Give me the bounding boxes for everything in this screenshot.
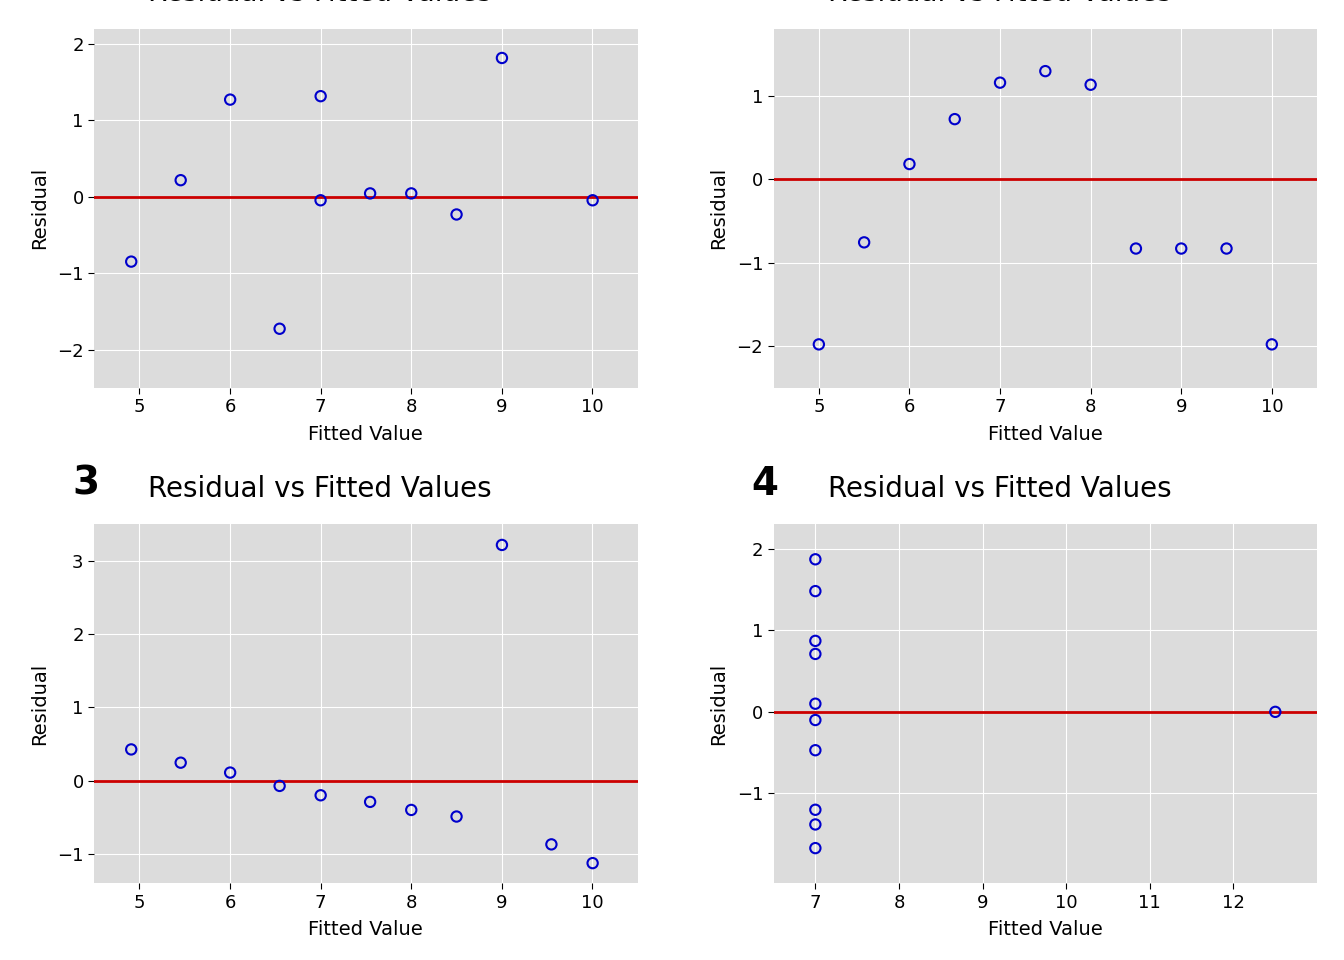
Text: 2: 2: [751, 0, 780, 8]
Point: [540, 837, 562, 852]
Point: [219, 92, 241, 108]
Point: [1261, 337, 1282, 352]
Point: [582, 193, 603, 208]
Text: 1: 1: [73, 0, 99, 8]
Point: [121, 254, 142, 270]
Point: [269, 321, 290, 336]
Point: [401, 803, 422, 818]
Y-axis label: Residual: Residual: [30, 167, 48, 250]
Text: 3: 3: [73, 465, 99, 503]
Point: [1079, 77, 1101, 92]
Point: [359, 185, 380, 201]
Point: [943, 111, 965, 127]
Point: [1125, 241, 1146, 256]
Point: [359, 794, 380, 809]
Point: [805, 712, 827, 728]
Point: [310, 787, 332, 803]
Point: [582, 855, 603, 871]
Point: [219, 765, 241, 780]
Point: [310, 193, 332, 208]
Text: 4: 4: [751, 465, 778, 503]
Y-axis label: Residual: Residual: [710, 662, 728, 745]
Text: Residual vs Fitted Values: Residual vs Fitted Values: [148, 474, 492, 503]
Point: [989, 75, 1011, 90]
Point: [491, 50, 512, 65]
Y-axis label: Residual: Residual: [710, 167, 728, 250]
Point: [491, 538, 512, 553]
Text: Residual vs Fitted Values: Residual vs Fitted Values: [828, 0, 1172, 8]
Point: [401, 185, 422, 201]
Point: [446, 809, 468, 825]
Point: [1035, 63, 1056, 79]
Text: Residual vs Fitted Values: Residual vs Fitted Values: [828, 474, 1172, 503]
Point: [853, 234, 875, 250]
Point: [310, 88, 332, 104]
Point: [805, 696, 827, 711]
Point: [169, 755, 191, 770]
Point: [805, 840, 827, 855]
Point: [805, 742, 827, 757]
Point: [446, 206, 468, 222]
Text: Residual vs Fitted Values: Residual vs Fitted Values: [148, 0, 492, 8]
Point: [805, 634, 827, 649]
X-axis label: Fitted Value: Fitted Value: [988, 920, 1102, 939]
Point: [808, 337, 829, 352]
Y-axis label: Residual: Residual: [30, 662, 48, 745]
Point: [121, 742, 142, 757]
Point: [805, 552, 827, 567]
Point: [269, 779, 290, 794]
X-axis label: Fitted Value: Fitted Value: [309, 424, 423, 444]
Point: [805, 646, 827, 661]
Point: [1171, 241, 1192, 256]
Point: [169, 173, 191, 188]
X-axis label: Fitted Value: Fitted Value: [988, 424, 1102, 444]
Point: [805, 817, 827, 832]
Point: [1265, 705, 1286, 720]
Point: [899, 156, 921, 172]
X-axis label: Fitted Value: Fitted Value: [309, 920, 423, 939]
Point: [805, 803, 827, 818]
Point: [1216, 241, 1238, 256]
Point: [805, 584, 827, 599]
